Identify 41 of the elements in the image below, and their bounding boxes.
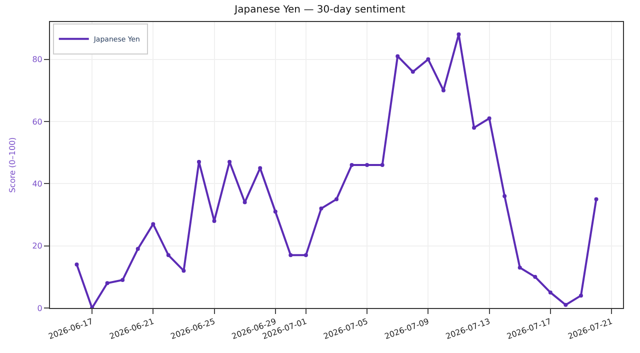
- point: [273, 210, 278, 214]
- y-tick-label: 60: [32, 117, 42, 126]
- y-tick-label: 40: [32, 179, 42, 188]
- point: [228, 160, 232, 164]
- point: [578, 294, 583, 298]
- point: [136, 246, 140, 251]
- point: [288, 253, 293, 258]
- point: [196, 160, 201, 164]
- point: [319, 206, 324, 211]
- point: [487, 116, 492, 120]
- point: [396, 54, 400, 58]
- point: [212, 218, 216, 223]
- point: [105, 281, 110, 286]
- point: [502, 194, 507, 198]
- point: [365, 163, 370, 167]
- point: [242, 200, 247, 204]
- point: [426, 57, 430, 62]
- point: [380, 163, 384, 167]
- point: [533, 274, 538, 279]
- point: [258, 166, 262, 170]
- point: [456, 32, 461, 36]
- point: [594, 197, 598, 202]
- point: [182, 268, 186, 273]
- chart-title: Japanese Yen — 30-day sentiment: [234, 4, 406, 16]
- point: [166, 253, 170, 258]
- point: [410, 70, 415, 74]
- point: [441, 88, 446, 92]
- y-tick-label: 80: [32, 55, 42, 64]
- y-tick-label: 20: [32, 242, 42, 251]
- point: [151, 222, 156, 226]
- point: [350, 163, 354, 167]
- point: [120, 278, 125, 282]
- point: [564, 302, 568, 307]
- y-axis-title: Score (0–100): [8, 137, 17, 193]
- point: [74, 262, 79, 266]
- point: [304, 253, 308, 258]
- y-tick-label: 0: [37, 304, 42, 313]
- point: [548, 290, 552, 294]
- point: [472, 126, 476, 130]
- point: [518, 266, 522, 270]
- point: [334, 197, 338, 202]
